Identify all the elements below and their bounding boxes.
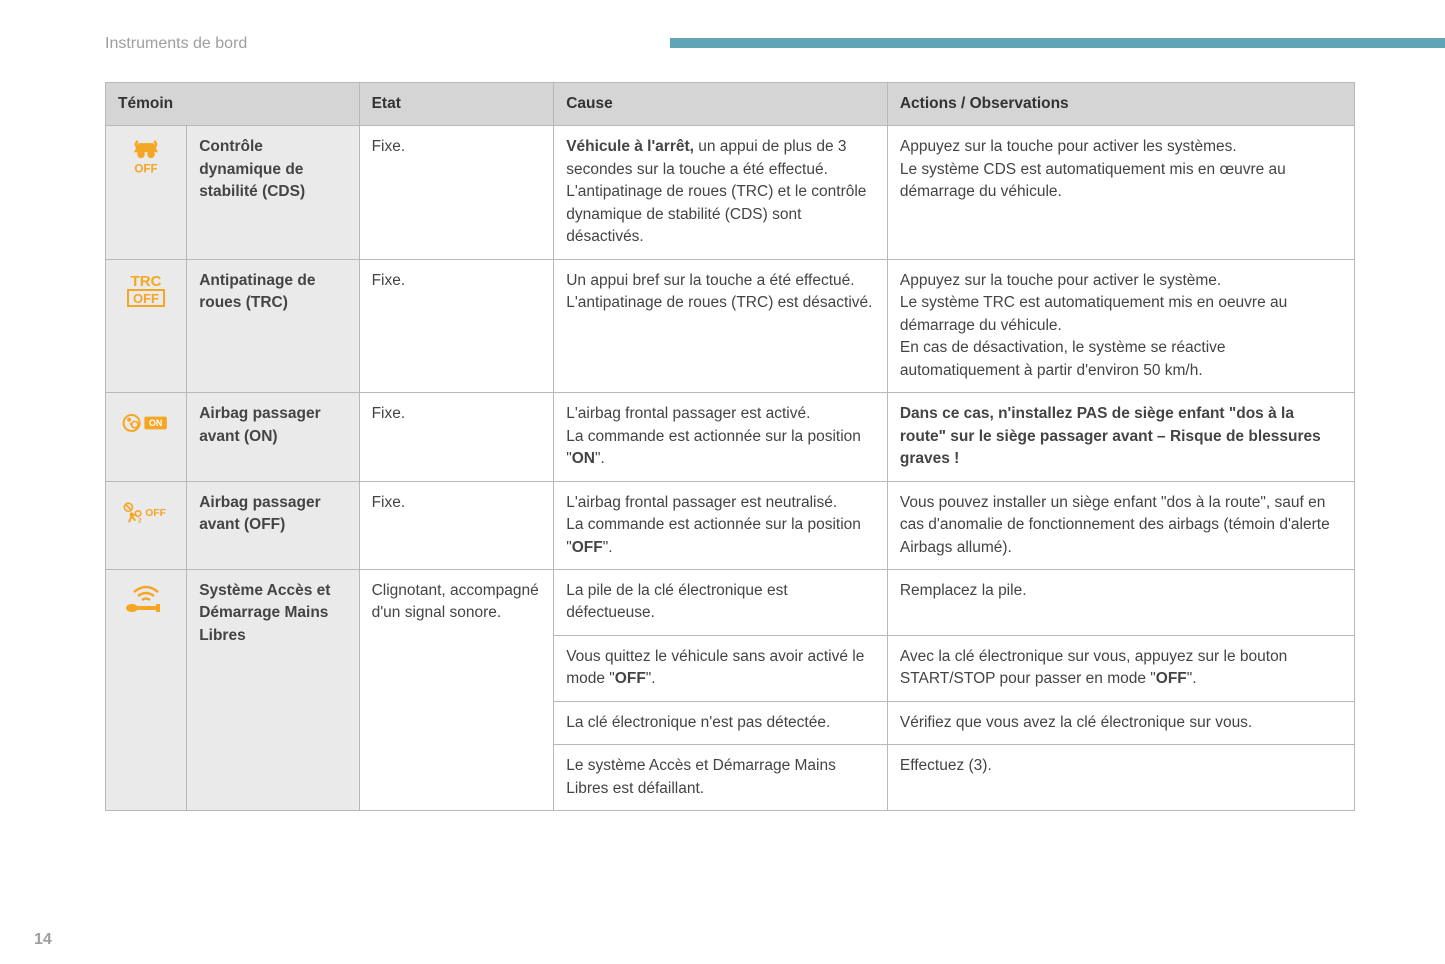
cause-bold: OFF [615,670,646,687]
svg-text:2: 2 [138,517,142,524]
action-cell: Dans ce cas, n'installez PAS de siège en… [887,393,1354,481]
table-row: TRC OFF Antipatinage de roues (TRC) Fixe… [106,259,1355,392]
cause-text: ". [603,539,613,556]
cause-cell: L'airbag frontal passager est neutralisé… [554,481,888,569]
cause-text: ". [595,450,605,467]
icon-cell: TRC OFF [106,259,187,392]
cause-text: L'airbag frontal passager est activé.La … [566,405,861,467]
cause-cell: Le système Accès et Démarrage Mains Libr… [554,745,888,811]
indicator-name: Airbag passager avant (ON) [187,393,359,481]
action-cell: Vérifiez que vous avez la clé électroniq… [887,701,1354,744]
icon-cell: OFF [106,126,187,259]
svg-text:ON: ON [149,418,162,428]
indicator-name: Antipatinage de roues (TRC) [187,259,359,392]
etat-cell: Fixe. [359,126,554,259]
indicator-name: Airbag passager avant (OFF) [187,481,359,569]
action-cell: Avec la clé électronique sur vous, appuy… [887,635,1354,701]
svg-text:OFF: OFF [145,508,166,519]
cause-cell: Véhicule à l'arrêt, un appui de plus de … [554,126,888,259]
svg-text:TRC: TRC [131,273,162,290]
col-etat: Etat [359,83,554,126]
action-cell: Remplacez la pile. [887,569,1354,635]
airbag-off-icon: 2 OFF [122,492,170,532]
etat-cell: Fixe. [359,259,554,392]
trc-off-icon: TRC OFF [122,270,170,310]
cause-cell: Vous quittez le véhicule sans avoir acti… [554,635,888,701]
etat-cell: Fixe. [359,393,554,481]
table-row: Système Accès et Démarrage Mains Libres … [106,569,1355,635]
header-accent-bar [670,38,1445,48]
action-text: ". [1187,670,1197,687]
indicator-name: Système Accès et Démarrage Mains Libres [187,569,359,810]
col-cause: Cause [554,83,888,126]
action-cell: Effectuez (3). [887,745,1354,811]
svg-text:OFF: OFF [133,291,159,306]
col-temoin: Témoin [106,83,360,126]
cause-bold: OFF [572,539,603,556]
cause-bold: ON [572,450,595,467]
icon-cell: ON [106,393,187,481]
key-signal-icon [122,580,170,620]
icon-cell: 2 OFF [106,481,187,569]
section-title: Instruments de bord [105,35,247,53]
action-cell: Appuyez sur la touche pour activer le sy… [887,259,1354,392]
cause-text: Vous quittez le véhicule sans avoir acti… [566,648,864,687]
icon-cell [106,569,187,810]
cause-text: ". [646,670,656,687]
col-actions: Actions / Observations [887,83,1354,126]
etat-cell: Fixe. [359,481,554,569]
cds-off-icon: OFF [122,136,170,176]
table-row: 2 OFF Airbag passager avant (OFF) Fixe. … [106,481,1355,569]
cause-cell: L'airbag frontal passager est activé.La … [554,393,888,481]
cause-bold: Véhicule à l'arrêt, [566,138,694,155]
etat-cell: Clignotant, accompagné d'un signal sonor… [359,569,554,810]
svg-text:OFF: OFF [134,163,157,176]
action-cell: Vous pouvez installer un siège enfant "d… [887,481,1354,569]
table-row: OFF Contrôle dynamique de stabilité (CDS… [106,126,1355,259]
table-row: ON Airbag passager avant (ON) Fixe. L'ai… [106,393,1355,481]
indicator-name: Contrôle dynamique de stabilité (CDS) [187,126,359,259]
page-number: 14 [34,931,52,949]
action-bold: OFF [1156,670,1187,687]
cause-cell: La clé électronique n'est pas détectée. [554,701,888,744]
airbag-on-icon: ON [122,403,170,443]
action-text: Avec la clé électronique sur vous, appuy… [900,648,1287,687]
action-cell: Appuyez sur la touche pour activer les s… [887,126,1354,259]
cause-cell: Un appui bref sur la touche a été effect… [554,259,888,392]
indicators-table: Témoin Etat Cause Actions / Observations… [105,82,1355,811]
cause-cell: La pile de la clé électronique est défec… [554,569,888,635]
